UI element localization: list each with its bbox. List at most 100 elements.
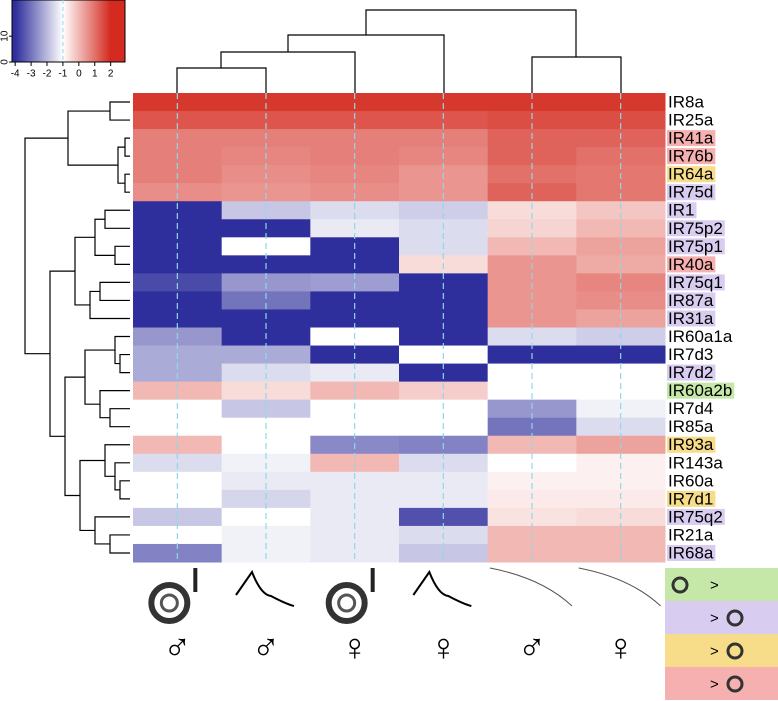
colorbar-swatch <box>73 0 75 62</box>
colorbar-swatch <box>86 0 88 62</box>
colorbar-swatch <box>104 0 106 62</box>
colorbar-swatch <box>87 0 89 62</box>
heatmap-cell <box>399 381 489 401</box>
heatmap-cell <box>576 363 666 383</box>
colorbar-swatch <box>33 0 35 62</box>
row-label: IR31a <box>668 309 714 328</box>
row-label-highlight <box>667 202 697 219</box>
colorbar-swatch <box>47 0 49 62</box>
row-label: IR75q2 <box>668 507 723 526</box>
colorbar-swatch <box>19 0 21 62</box>
heatmap-cell <box>487 381 577 401</box>
colorbar-swatch <box>76 0 78 62</box>
legend-antenna-icon <box>671 576 689 594</box>
row-dendrogram-branch <box>94 516 130 545</box>
colorbar-swatch <box>101 0 103 62</box>
row-dendrogram-branch <box>114 335 130 365</box>
heatmap-cell <box>221 183 311 202</box>
row-label-highlight <box>667 544 716 561</box>
colorbar-swatch <box>39 0 41 62</box>
dendrogram <box>24 9 622 554</box>
row-dendrogram-branch <box>119 353 130 374</box>
response-curve <box>235 569 295 607</box>
row-label-highlight <box>667 220 725 237</box>
colorbar-swatch <box>28 0 30 62</box>
colorbar-swatch <box>108 0 110 62</box>
legend-box <box>665 634 778 667</box>
heatmap-cell <box>576 183 666 202</box>
colorbar-swatch <box>106 0 108 62</box>
heatmap-cell <box>399 273 489 292</box>
colorbar-swatch <box>99 0 101 62</box>
colorbar-swatch <box>61 0 63 62</box>
heatmap-cell <box>133 291 223 310</box>
colorbar-swatch <box>116 0 118 62</box>
row-label-highlight <box>667 238 725 255</box>
colorbar-swatch <box>66 0 68 62</box>
row-label: IR93a <box>668 435 714 454</box>
row-label: IR7d4 <box>668 399 713 418</box>
row-label: IR60a <box>668 471 714 490</box>
heatmap-cell <box>133 93 223 112</box>
colorbar-frame <box>11 0 126 63</box>
colorbar-swatch <box>93 0 95 62</box>
colorbar-swatch <box>94 0 96 62</box>
colorbar-swatch <box>53 0 55 62</box>
colorbar-swatch <box>59 0 61 62</box>
colorbar-swatch <box>107 0 109 62</box>
colorbar-swatch <box>41 0 43 62</box>
colorbar-swatch <box>89 0 91 62</box>
legend-label: > <box>710 643 719 660</box>
colorbar-swatch <box>97 0 99 62</box>
colorbar-swatch <box>64 0 66 62</box>
colorbar-swatch <box>22 0 24 62</box>
colorbar-swatch <box>15 0 17 62</box>
colorbar-swatch <box>121 0 123 62</box>
heatmap-cell <box>576 93 666 112</box>
colorbar-swatch <box>119 0 121 62</box>
heatmap-cell <box>133 471 223 491</box>
heatmap-cell <box>399 93 489 112</box>
colorbar-swatch <box>50 0 52 62</box>
colorbar-swatch <box>123 0 125 62</box>
heatmap-cell <box>487 183 577 202</box>
colorbar-swatch <box>14 0 16 62</box>
row-label-highlight <box>667 274 725 291</box>
row-label-highlight <box>667 382 735 399</box>
colorbar-swatch <box>71 0 73 62</box>
colorbar-swatch <box>112 0 114 62</box>
colorbar-swatch <box>69 0 71 62</box>
row-dendrogram-branch <box>104 209 130 229</box>
heatmap-cell <box>310 183 400 202</box>
column-label: ♀ <box>606 627 635 669</box>
row-dendrogram-branch <box>114 245 130 265</box>
colorbar-swatch <box>48 0 50 62</box>
colorbar-swatch <box>51 0 53 62</box>
heatmap-cell <box>310 273 400 292</box>
colorbar-swatch <box>110 0 112 62</box>
heatmap-cell <box>310 471 400 491</box>
colorbar-swatch <box>92 0 94 62</box>
colorbar-swatch <box>102 0 104 62</box>
colorbar-swatch <box>65 0 67 62</box>
colorbar-swatch <box>91 0 93 62</box>
colorbar-swatch <box>58 0 60 62</box>
colorbar-tick-label: -2 <box>43 69 52 80</box>
row-dendrogram-branch <box>64 376 85 497</box>
colorbar-swatch <box>81 0 83 62</box>
row-label: IR7d3 <box>668 345 713 364</box>
colorbar-swatch <box>17 0 19 62</box>
legend-box <box>665 601 778 634</box>
antenna-icon <box>148 582 191 624</box>
colorbar-y-tick-label: 10 <box>0 30 11 42</box>
colorbar-swatch <box>25 0 27 62</box>
row-dendrogram-branch <box>24 137 68 355</box>
row-dendrogram-branch <box>119 480 130 500</box>
colorbar-swatch <box>31 0 33 62</box>
colorbar-swatch <box>55 0 57 62</box>
heatmap-cell <box>221 93 311 112</box>
heatmap-cell <box>576 489 666 509</box>
legend-box <box>665 667 778 700</box>
colorbar-swatch <box>60 0 62 62</box>
heatmap-cell <box>221 291 311 310</box>
